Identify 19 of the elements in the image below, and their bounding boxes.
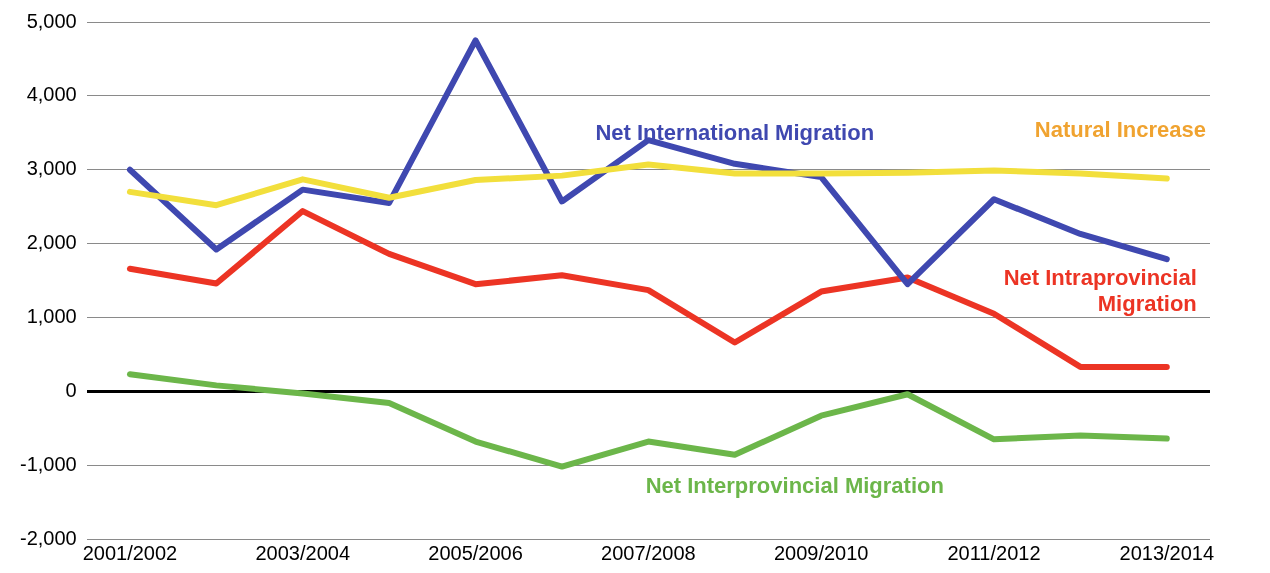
x-tick-label: 2011/2012 xyxy=(947,541,1041,564)
y-tick-label: 1,000 xyxy=(26,304,77,327)
y-tick-label: 0 xyxy=(65,378,77,401)
y-tick-label: -2,000 xyxy=(19,526,77,549)
y-tick-label: 2,000 xyxy=(26,231,77,254)
series-label: Net International Migration xyxy=(595,119,875,145)
x-tick-label: 2009/2010 xyxy=(773,541,869,564)
y-tick-label: -1,000 xyxy=(19,452,77,475)
x-tick-label: 2001/2002 xyxy=(82,541,178,564)
y-tick-label: 3,000 xyxy=(26,157,77,180)
series-label: Net Interprovincial Migration xyxy=(645,472,944,498)
x-tick-label: 2005/2006 xyxy=(428,541,523,564)
x-tick-label: 2013/2014 xyxy=(1119,541,1215,564)
y-tick-label: 4,000 xyxy=(26,83,77,106)
x-tick-label: 2007/2008 xyxy=(601,541,696,564)
y-tick-label: 5,000 xyxy=(26,9,77,32)
series-label: Natural Increase xyxy=(1034,117,1206,143)
x-tick-label: 2003/2004 xyxy=(255,541,350,564)
series-label: Net Intraprovincial Migration xyxy=(1003,264,1197,316)
